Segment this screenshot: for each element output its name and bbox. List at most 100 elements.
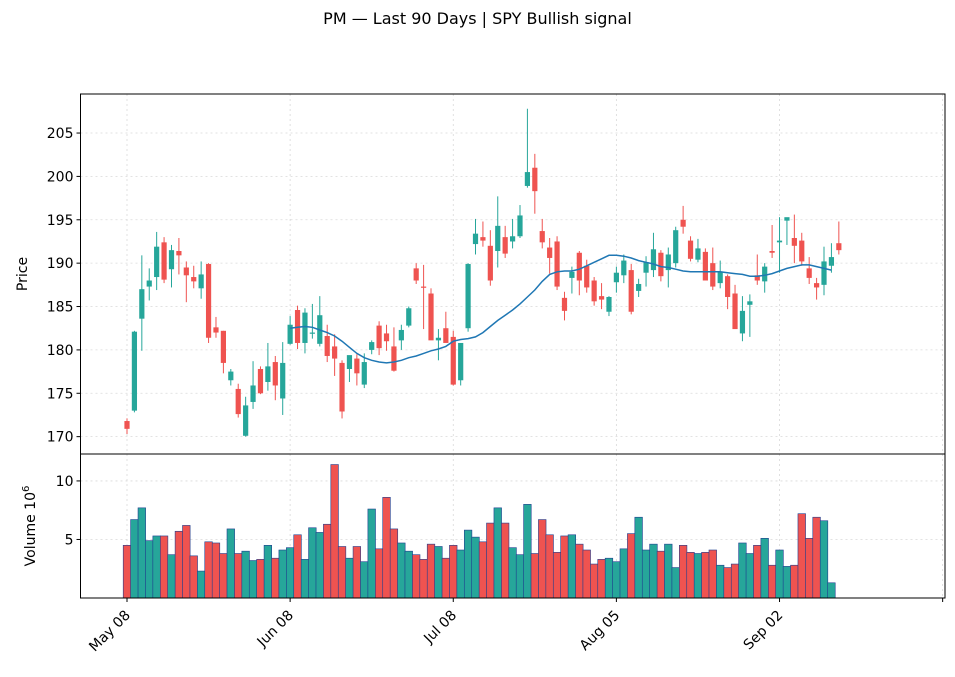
volume-bar [278, 549, 287, 599]
volume-bar [426, 543, 436, 599]
volume-bar [753, 545, 762, 599]
volume-bar [211, 542, 221, 599]
volume-bar [738, 542, 747, 599]
candle-body [739, 310, 746, 334]
candle-body [569, 271, 575, 278]
price-ytick-label: 205 [47, 126, 74, 142]
candle-body [576, 252, 582, 281]
candle-body [776, 240, 783, 243]
volume-bar [234, 553, 243, 599]
candle-body [509, 236, 516, 242]
candle-body [495, 225, 501, 252]
candle-body [584, 265, 590, 288]
candle-body [198, 274, 204, 289]
xtick-label: Jul 08 [420, 608, 460, 648]
volume-bar [226, 528, 235, 599]
volume-bar [137, 507, 146, 599]
candle-body [168, 250, 175, 270]
candle-body [606, 296, 612, 312]
volume-bar [471, 536, 480, 599]
volume-bar [805, 537, 814, 599]
candle-body [369, 342, 375, 350]
candle-body [191, 277, 197, 282]
candle-body [725, 276, 731, 297]
candle-body [458, 342, 464, 381]
volume-bar [204, 541, 213, 599]
price-ytick-label: 195 [47, 213, 74, 229]
candle-body [131, 331, 138, 411]
candle-body [154, 246, 160, 278]
volume-bar [389, 528, 399, 599]
xtick-label: Aug 05 [577, 608, 623, 654]
volume-bar [286, 547, 295, 599]
candle-body [665, 254, 671, 271]
candle-body [524, 172, 531, 186]
volume-bar [538, 519, 547, 599]
candle-body [213, 327, 219, 333]
candle-body [383, 333, 390, 342]
volume-bar [819, 520, 829, 599]
candle-body [828, 257, 835, 266]
volume-bar [441, 557, 450, 599]
volume-axes-frame [80, 453, 946, 599]
candle-body [480, 237, 486, 241]
volume-bar [782, 566, 792, 599]
volume-bar [641, 549, 651, 599]
volume-bar [634, 516, 643, 599]
candle-body [450, 336, 456, 385]
volume-bar [182, 525, 191, 599]
volume-bar [730, 563, 740, 599]
candle-body [361, 362, 367, 385]
candle-body [821, 261, 827, 285]
candle-body [183, 267, 189, 276]
candle-body [673, 230, 679, 264]
volume-bar [508, 547, 517, 599]
candle-body [235, 388, 241, 415]
candle-body [554, 241, 560, 287]
volume-bar [590, 563, 599, 599]
candle-body [636, 283, 642, 291]
volume-bar [760, 537, 769, 599]
candle-body [435, 337, 442, 341]
volume-bar [145, 540, 154, 599]
candle-body [324, 336, 330, 356]
volume-bar [627, 533, 636, 599]
volume-bar [189, 555, 198, 599]
candle-body [613, 272, 619, 283]
candle-body [421, 286, 427, 288]
candle-body [658, 252, 664, 277]
volume-bar [478, 541, 488, 599]
volume-bar [449, 545, 458, 599]
volume-bar [575, 543, 584, 599]
volume-bar [375, 548, 384, 599]
candle-body [643, 262, 649, 273]
candle-body [391, 346, 397, 371]
candle-body [836, 243, 842, 251]
volume-bar [360, 561, 369, 599]
volume-bar [412, 554, 421, 599]
candle-body [702, 251, 708, 281]
candle-body [591, 280, 597, 302]
volume-bar [827, 582, 836, 599]
volume-bar [323, 523, 332, 599]
volume-bar [159, 535, 169, 599]
volume-bar [404, 550, 413, 599]
volume-bar [174, 530, 184, 599]
volume-bar [248, 560, 258, 599]
candle-body [428, 293, 434, 341]
volume-bar [419, 559, 428, 599]
candle-body [354, 358, 360, 374]
volume-bar [567, 534, 576, 599]
candle-body [547, 247, 553, 258]
volume-bar [367, 508, 376, 599]
candle-body [747, 301, 753, 305]
candle-body [628, 270, 634, 312]
candle-body [302, 312, 308, 343]
xtick-label: Sep 02 [741, 608, 787, 654]
volume-bar [604, 557, 614, 599]
candle-body [717, 271, 723, 284]
volume-bar [197, 570, 206, 599]
volume-bar [723, 567, 732, 599]
volume-bar [330, 464, 339, 599]
